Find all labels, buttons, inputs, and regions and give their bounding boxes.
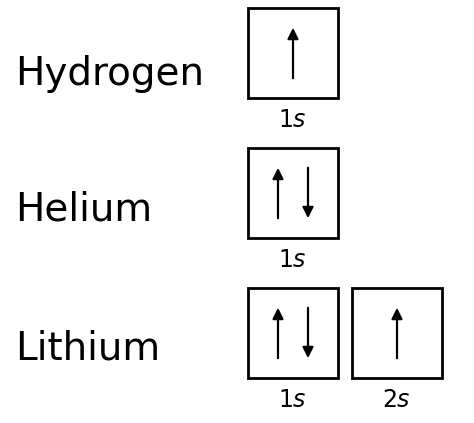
Text: 1: 1 bbox=[278, 108, 293, 132]
Bar bbox=[352, 288, 442, 378]
Text: s: s bbox=[293, 248, 305, 272]
Text: 1: 1 bbox=[278, 248, 293, 272]
Bar bbox=[248, 148, 338, 238]
Text: Hydrogen: Hydrogen bbox=[15, 55, 204, 93]
Text: s: s bbox=[397, 388, 409, 412]
Text: Helium: Helium bbox=[15, 190, 152, 228]
Bar bbox=[248, 8, 338, 98]
Bar bbox=[248, 288, 338, 378]
Text: 1: 1 bbox=[278, 388, 293, 412]
Text: s: s bbox=[293, 108, 305, 132]
Text: Lithium: Lithium bbox=[15, 330, 160, 368]
Text: 2: 2 bbox=[382, 388, 397, 412]
Text: s: s bbox=[293, 388, 305, 412]
